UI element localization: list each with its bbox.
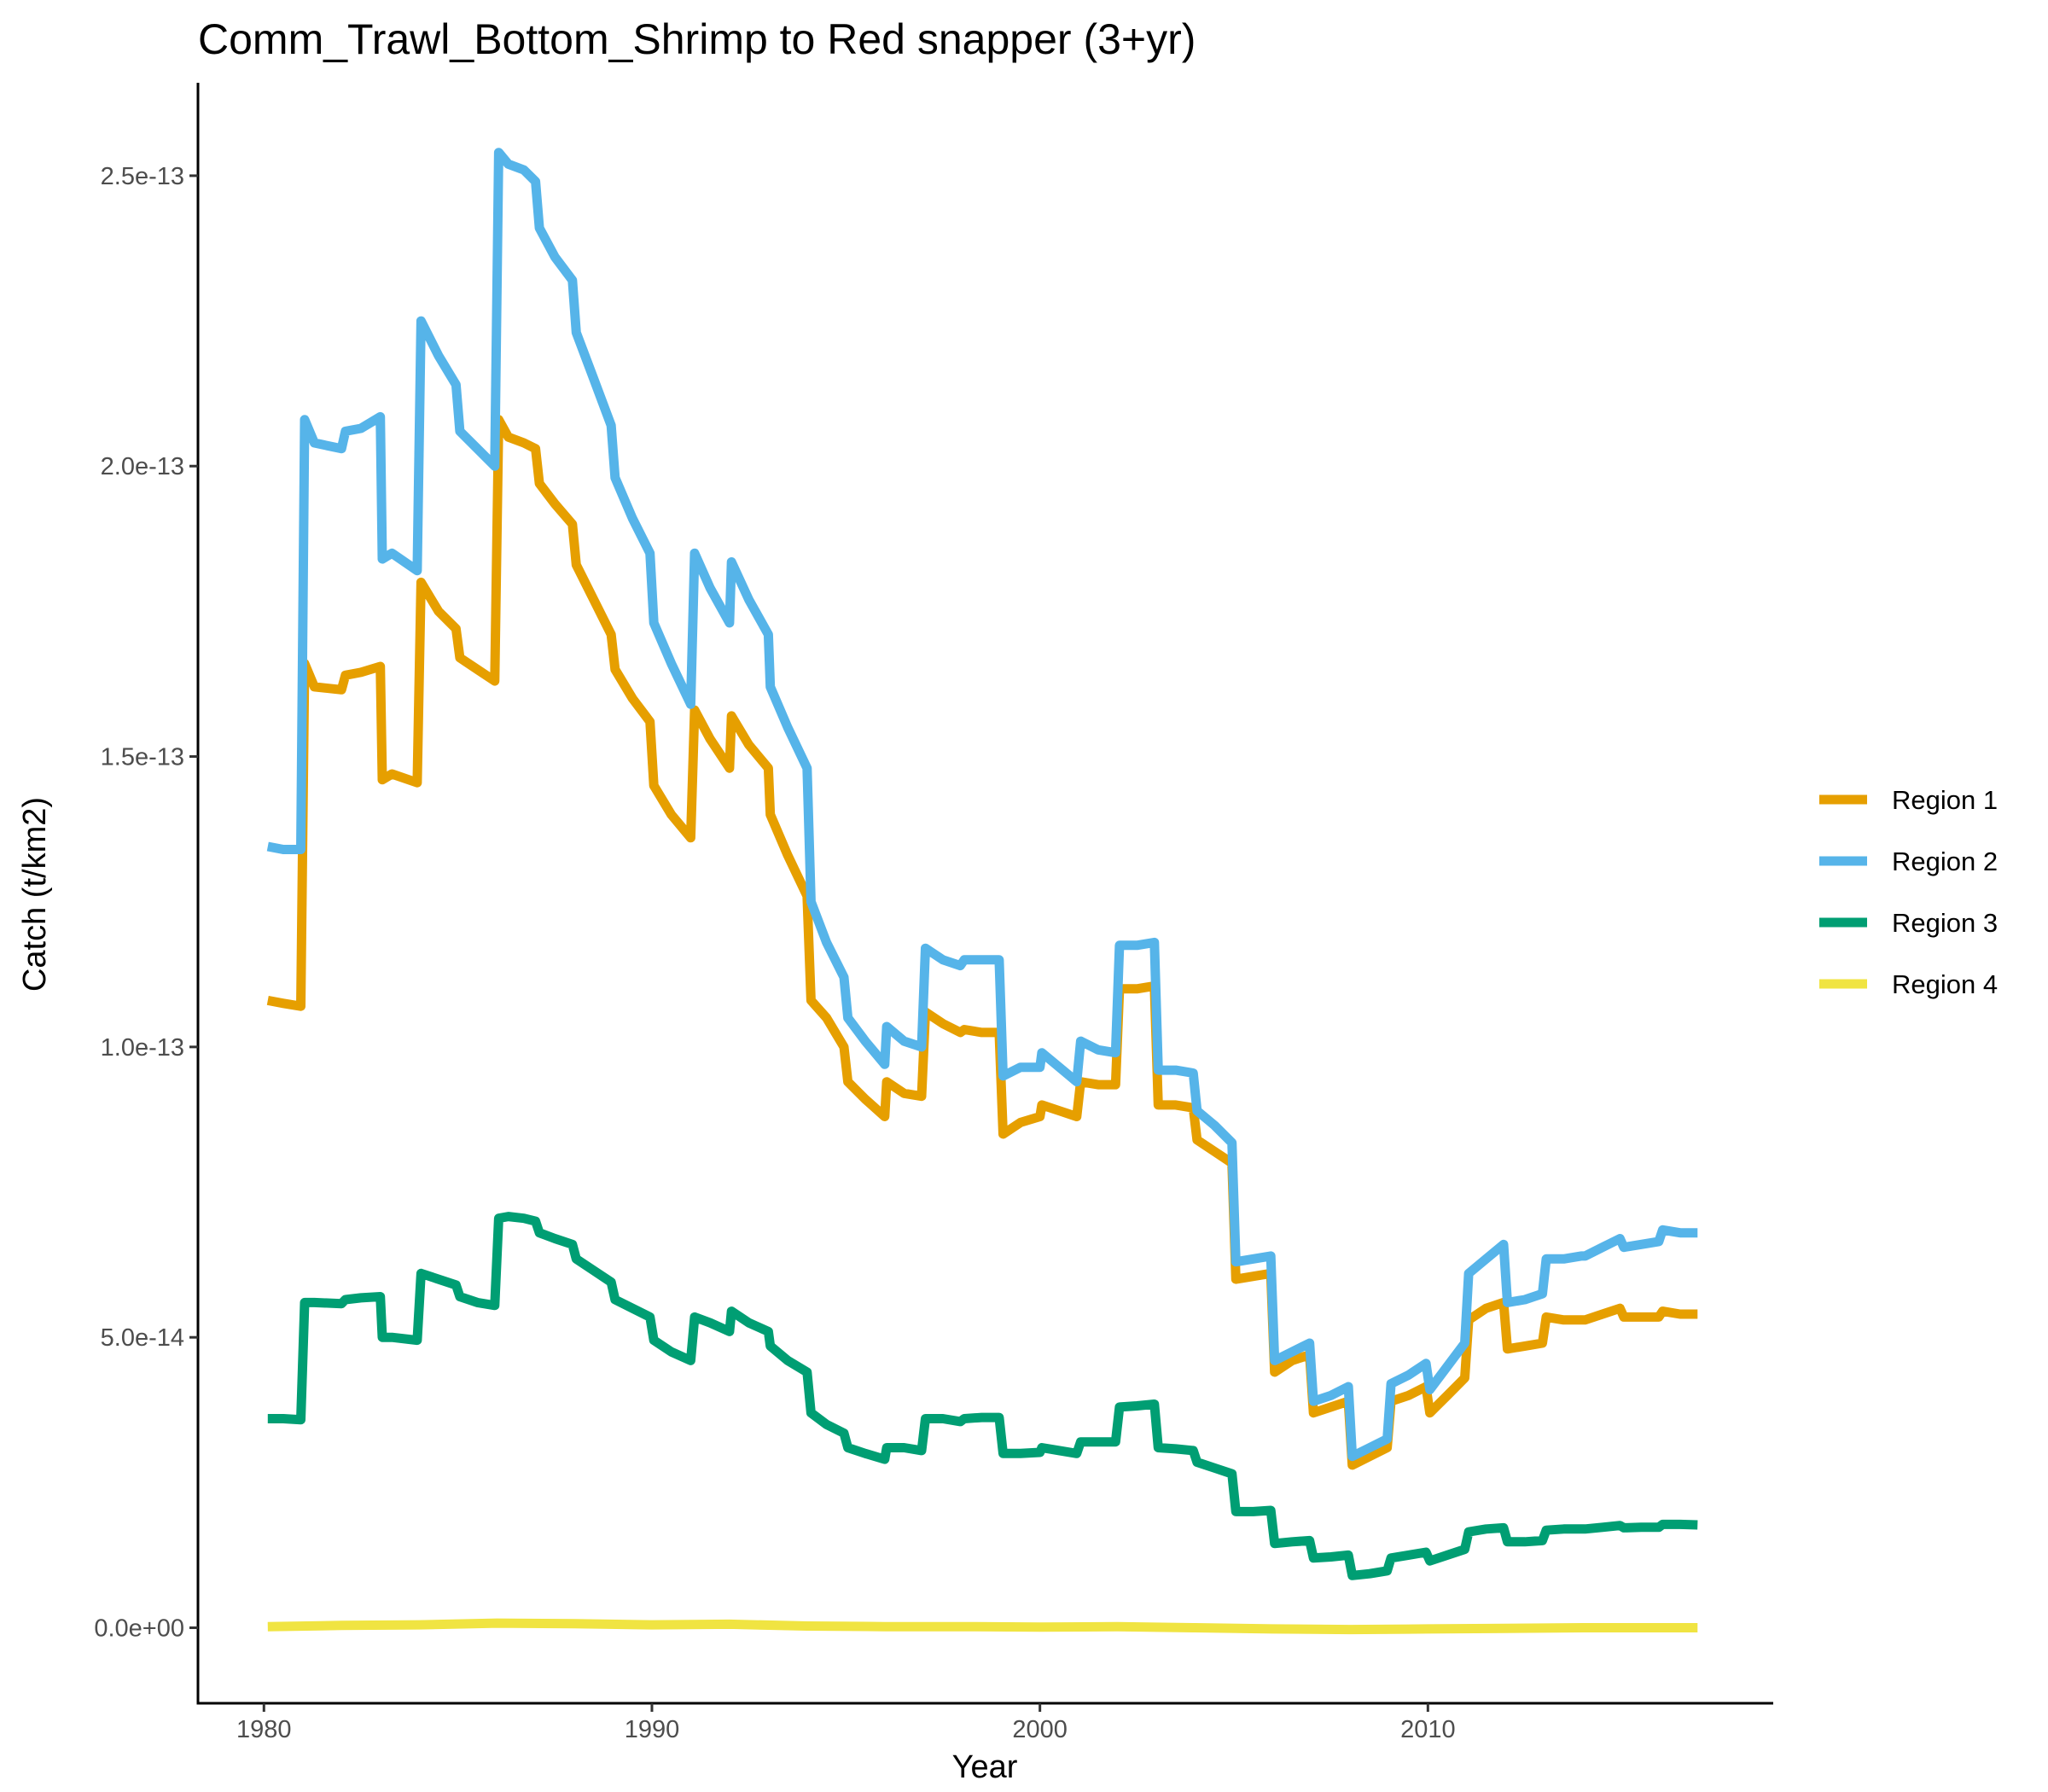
chart-title: Comm_Trawl_Bottom_Shrimp to Red snapper …: [198, 15, 1196, 63]
y-tick-label: 1.0e-13: [101, 1034, 184, 1062]
legend: Region 1 Region 2 Region 3 Region 4: [1819, 785, 1998, 999]
x-tick-label: 1980: [236, 1716, 292, 1743]
series-line-region-1: [266, 415, 1698, 1470]
series-line-region-3: [267, 1212, 1698, 1580]
y-tick-label: 5.0e-14: [101, 1324, 184, 1352]
y-tick-label: 1.5e-13: [101, 744, 184, 771]
y-axis-title: Catch (t/km2): [17, 797, 53, 992]
x-tick-label: 1990: [625, 1716, 680, 1743]
x-axis-ticks: 1980 1990 2000 2010: [236, 1703, 1456, 1743]
y-tick-label: 2.5e-13: [101, 163, 184, 190]
legend-label-region-4: Region 4: [1892, 969, 1998, 999]
x-tick-label: 2010: [1400, 1716, 1456, 1743]
y-tick-label: 2.0e-13: [101, 453, 184, 480]
y-axis-ticks: 0.0e+00 5.0e-14 1.0e-13 1.5e-13 2.0e-13 2.5e-…: [94, 163, 198, 1643]
series-line-region-4: [267, 1618, 1698, 1635]
x-tick-label: 2000: [1012, 1716, 1068, 1743]
legend-label-region-2: Region 2: [1892, 847, 1998, 876]
legend-label-region-1: Region 1: [1892, 785, 1998, 815]
y-tick-label: 0.0e+00: [94, 1615, 184, 1643]
legend-label-region-3: Region 3: [1892, 908, 1998, 938]
x-axis-title: Year: [952, 1749, 1018, 1785]
series-group: [266, 148, 1698, 1635]
series-line-region-2: [266, 148, 1698, 1462]
